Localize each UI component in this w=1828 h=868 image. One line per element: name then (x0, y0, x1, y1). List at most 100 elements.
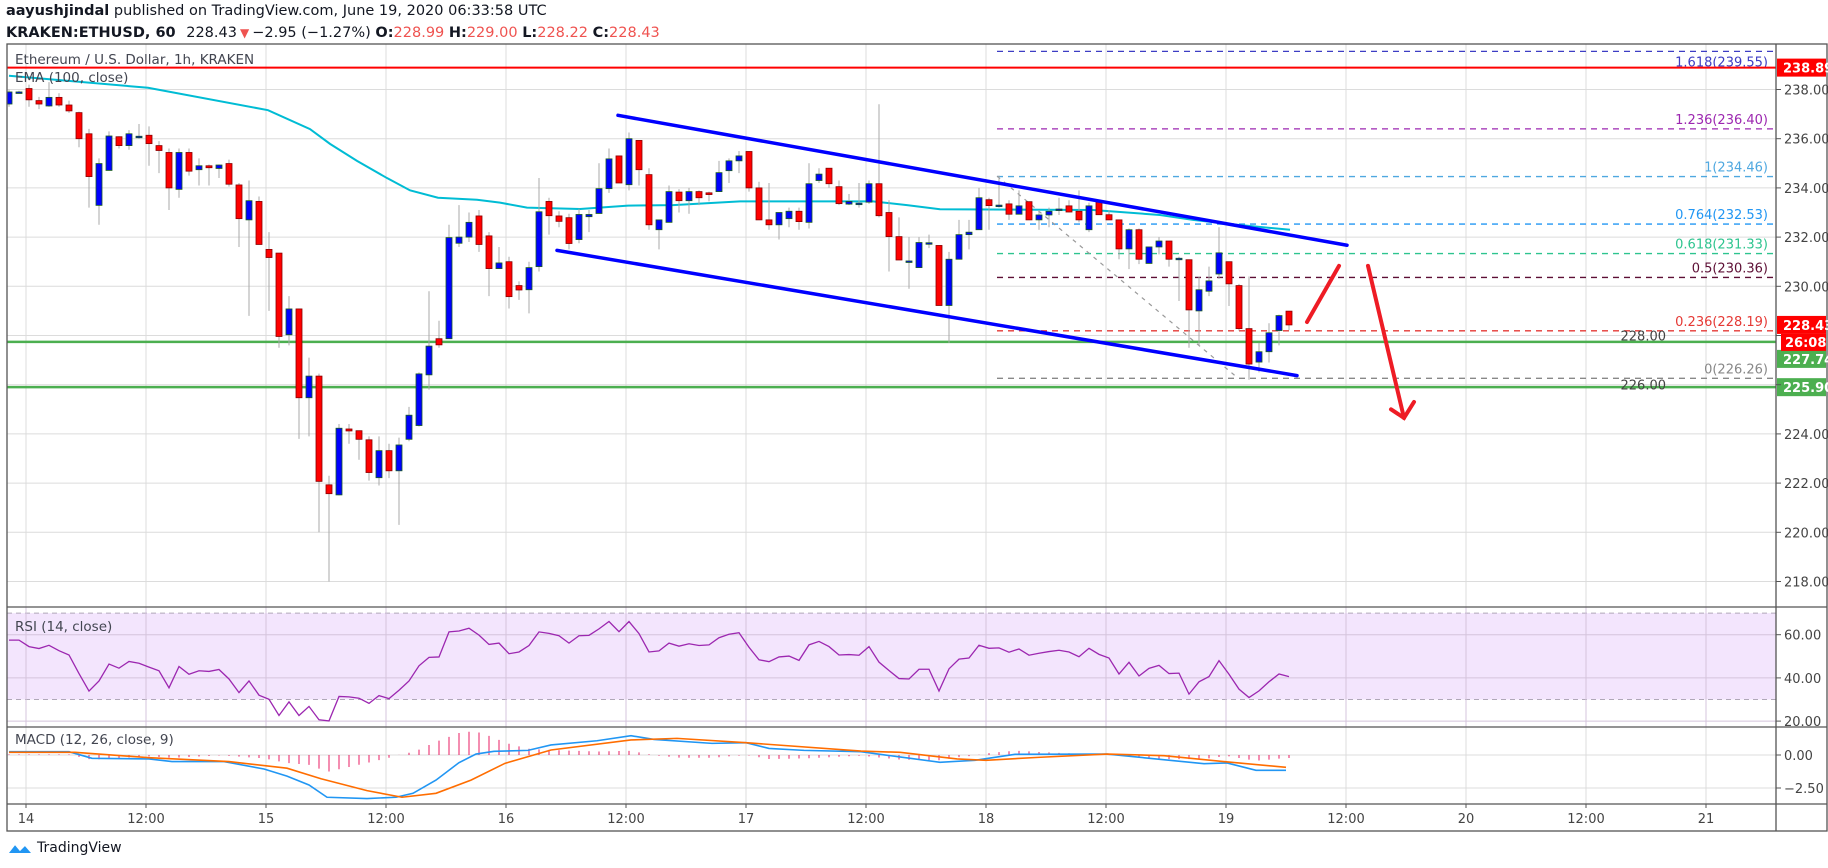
candle[interactable] (1205, 266, 1213, 297)
candle[interactable] (895, 217, 903, 261)
candle[interactable] (615, 155, 623, 184)
candle[interactable] (605, 148, 613, 193)
candle[interactable] (295, 308, 303, 439)
candle[interactable] (255, 196, 263, 245)
candle[interactable] (275, 252, 283, 348)
candle[interactable] (785, 207, 793, 228)
candle[interactable] (965, 219, 973, 250)
candle[interactable] (695, 190, 703, 206)
candle[interactable] (575, 208, 583, 244)
candle[interactable] (945, 251, 953, 343)
candle[interactable] (1145, 246, 1153, 264)
candle[interactable] (625, 132, 633, 191)
candle[interactable] (185, 148, 193, 176)
candle[interactable] (365, 436, 373, 481)
candle[interactable] (805, 163, 813, 229)
candle[interactable] (1075, 190, 1083, 223)
candle[interactable] (565, 213, 573, 250)
candle[interactable] (1085, 202, 1093, 233)
candle[interactable] (645, 168, 653, 230)
candle[interactable] (105, 131, 113, 171)
candle[interactable] (725, 158, 733, 183)
candle[interactable] (335, 424, 343, 496)
candle[interactable] (955, 219, 963, 260)
candle[interactable] (905, 237, 913, 289)
candle[interactable] (225, 159, 233, 187)
candle[interactable] (1125, 228, 1133, 270)
arrow-down-icon[interactable] (1366, 263, 1416, 421)
candle[interactable] (1055, 197, 1063, 215)
candle[interactable] (745, 151, 753, 192)
candle[interactable] (415, 372, 423, 427)
candle[interactable] (1095, 201, 1103, 216)
candle[interactable] (95, 158, 103, 225)
candle[interactable] (385, 443, 393, 479)
candle[interactable] (975, 187, 983, 231)
candle[interactable] (1155, 237, 1163, 255)
candle[interactable] (1135, 228, 1143, 265)
candle[interactable] (535, 178, 543, 272)
candle[interactable] (1035, 210, 1043, 230)
candle[interactable] (285, 296, 293, 346)
candle[interactable] (1115, 219, 1123, 260)
candle[interactable] (835, 180, 843, 206)
candle[interactable] (395, 437, 403, 525)
candle[interactable] (1245, 276, 1253, 380)
candle[interactable] (85, 128, 93, 208)
candle[interactable] (545, 197, 553, 235)
candle[interactable] (705, 191, 713, 202)
candle[interactable] (1185, 259, 1193, 348)
candle[interactable] (995, 175, 1003, 208)
candle[interactable] (1235, 283, 1243, 331)
candle[interactable] (165, 148, 173, 211)
candle[interactable] (1005, 200, 1013, 220)
candle[interactable] (685, 187, 693, 214)
author-name[interactable]: aayushjindal (6, 3, 110, 19)
candle[interactable] (355, 430, 363, 460)
candle[interactable] (475, 210, 483, 252)
candle[interactable] (1275, 314, 1283, 346)
candle[interactable] (525, 261, 533, 314)
candle[interactable] (665, 185, 673, 223)
candle[interactable] (115, 136, 123, 149)
candle[interactable] (155, 141, 163, 174)
candle[interactable] (315, 373, 323, 533)
candle[interactable] (55, 93, 63, 107)
candle[interactable] (1285, 310, 1293, 331)
candle[interactable] (675, 189, 683, 213)
candle[interactable] (205, 164, 213, 186)
time-axis[interactable]: 14 12:00 15 12:00 16 12:00 17 12:00 18 12:00 19 12:… (18, 804, 1715, 827)
candle[interactable] (555, 211, 563, 228)
candle[interactable] (345, 424, 353, 444)
candle[interactable] (795, 207, 803, 230)
candle[interactable] (1105, 210, 1113, 221)
candle[interactable] (925, 234, 933, 249)
candle[interactable] (635, 140, 643, 186)
candle[interactable] (125, 130, 133, 150)
candle[interactable] (195, 158, 203, 186)
candle[interactable] (35, 96, 43, 110)
candle[interactable] (585, 210, 593, 233)
candle[interactable] (735, 151, 743, 174)
candle[interactable] (305, 357, 313, 437)
candle[interactable] (175, 148, 183, 198)
price-axis[interactable]: 238.89 227.74 225.90 228.43 26:08 218.00 220.0… (1621, 58, 1828, 797)
candle[interactable] (1025, 201, 1033, 221)
candle[interactable] (65, 100, 73, 113)
candle[interactable] (865, 180, 873, 204)
candle[interactable] (1215, 227, 1223, 279)
candle[interactable] (495, 246, 503, 269)
candle[interactable] (935, 245, 943, 306)
candle[interactable] (6, 89, 13, 107)
candle[interactable] (15, 90, 23, 94)
candle[interactable] (425, 291, 433, 390)
candle[interactable] (45, 82, 53, 107)
candle[interactable] (515, 281, 523, 300)
candle[interactable] (145, 126, 153, 166)
candle[interactable] (1265, 323, 1273, 363)
candle[interactable] (655, 219, 663, 250)
candle[interactable] (1195, 276, 1203, 346)
candle[interactable] (775, 212, 783, 240)
arrow-up-icon[interactable] (1305, 263, 1341, 324)
